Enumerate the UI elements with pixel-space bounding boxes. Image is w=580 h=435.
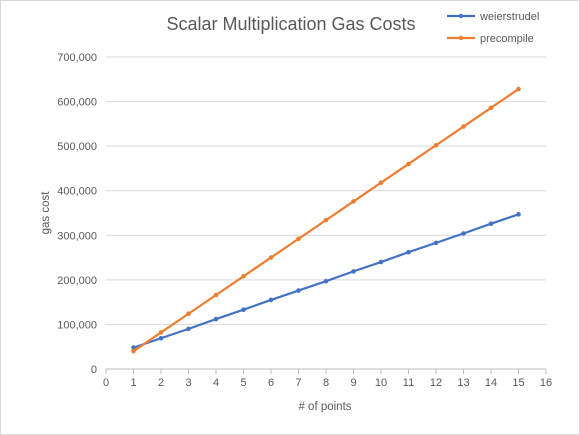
data-point-weierstrudel[interactable] bbox=[213, 316, 219, 322]
y-tick-label: 700,000 bbox=[57, 52, 97, 64]
data-point-weierstrudel[interactable] bbox=[516, 212, 521, 217]
y-tick-label: 600,000 bbox=[57, 97, 97, 109]
y-tick-label: 0 bbox=[91, 364, 97, 376]
data-point-precompile[interactable] bbox=[433, 142, 439, 148]
series-group bbox=[131, 86, 521, 354]
data-point-weierstrudel[interactable] bbox=[488, 221, 494, 226]
x-tick-label: 11 bbox=[403, 377, 414, 389]
y-axis-title: gas cost bbox=[40, 191, 52, 235]
x-tick-label: 9 bbox=[350, 377, 356, 389]
data-point-precompile[interactable] bbox=[158, 330, 164, 335]
gridlines bbox=[106, 56, 546, 325]
legend-item-weierstrudel[interactable]: weierstrudel bbox=[447, 11, 539, 23]
x-tick-label: 12 bbox=[430, 377, 442, 389]
data-point-weierstrudel[interactable] bbox=[158, 335, 164, 341]
x-tick-label: 5 bbox=[240, 377, 246, 389]
data-point-precompile[interactable] bbox=[378, 180, 384, 185]
data-point-precompile[interactable] bbox=[186, 311, 191, 317]
series-weierstrudel bbox=[131, 212, 521, 350]
data-point-weierstrudel[interactable] bbox=[268, 297, 274, 303]
data-point-weierstrudel[interactable] bbox=[433, 240, 439, 246]
data-point-weierstrudel[interactable] bbox=[296, 288, 301, 293]
data-point-weierstrudel[interactable] bbox=[378, 259, 384, 265]
legend-item-precompile[interactable]: precompile bbox=[447, 33, 534, 45]
legend: weierstrudel precompile bbox=[447, 11, 539, 45]
tick-labels: 0 100,000 200,000 300,000 400,000 500,000 600,… bbox=[57, 52, 552, 389]
data-point-precompile[interactable] bbox=[461, 124, 466, 129]
legend-label-weierstrudel: weierstrudel bbox=[479, 11, 539, 23]
x-tick-label: 1 bbox=[130, 377, 136, 389]
y-tick-label: 500,000 bbox=[57, 141, 97, 153]
y-tick-label: 100,000 bbox=[57, 319, 97, 331]
data-point-weierstrudel[interactable] bbox=[131, 345, 136, 350]
data-point-precompile[interactable] bbox=[323, 217, 329, 223]
x-tick-label: 0 bbox=[103, 377, 109, 389]
data-point-precompile[interactable] bbox=[131, 348, 136, 354]
data-point-precompile[interactable] bbox=[351, 199, 356, 204]
data-point-precompile[interactable] bbox=[296, 236, 301, 242]
chart-title: Scalar Multiplication Gas Costs bbox=[166, 14, 415, 34]
data-point-weierstrudel[interactable] bbox=[323, 278, 329, 284]
data-point-weierstrudel[interactable] bbox=[186, 326, 191, 332]
series-precompile bbox=[131, 86, 521, 354]
x-tick-label: 7 bbox=[295, 377, 301, 389]
y-tick-label: 200,000 bbox=[57, 275, 97, 287]
data-point-precompile[interactable] bbox=[516, 86, 521, 92]
axes bbox=[105, 368, 547, 374]
data-point-precompile[interactable] bbox=[268, 255, 274, 260]
data-point-weierstrudel[interactable] bbox=[461, 231, 466, 236]
x-tick-label: 13 bbox=[457, 377, 469, 389]
x-tick-label: 4 bbox=[213, 377, 219, 389]
x-tick-label: 16 bbox=[540, 377, 552, 389]
x-tick-label: 14 bbox=[485, 377, 497, 389]
data-point-precompile[interactable] bbox=[406, 161, 411, 167]
data-point-precompile[interactable] bbox=[488, 105, 494, 111]
data-point-weierstrudel[interactable] bbox=[351, 269, 356, 274]
legend-marker-weierstrudel bbox=[458, 13, 464, 19]
x-axis-title: # of points bbox=[298, 401, 351, 413]
legend-marker-precompile bbox=[458, 35, 464, 41]
x-tick-label: 10 bbox=[375, 377, 387, 389]
x-tick-label: 6 bbox=[268, 377, 274, 389]
x-tick-label: 15 bbox=[512, 377, 524, 389]
data-point-weierstrudel[interactable] bbox=[241, 307, 246, 313]
legend-label-precompile: precompile bbox=[480, 33, 534, 45]
data-point-weierstrudel[interactable] bbox=[406, 249, 411, 255]
x-tick-label: 3 bbox=[185, 377, 191, 389]
x-tick-label: 2 bbox=[158, 377, 164, 389]
x-tick-label: 8 bbox=[323, 377, 329, 389]
data-point-precompile[interactable] bbox=[241, 273, 246, 279]
data-point-precompile[interactable] bbox=[213, 292, 219, 298]
y-tick-label: 300,000 bbox=[57, 230, 97, 242]
y-tick-label: 400,000 bbox=[57, 186, 97, 198]
